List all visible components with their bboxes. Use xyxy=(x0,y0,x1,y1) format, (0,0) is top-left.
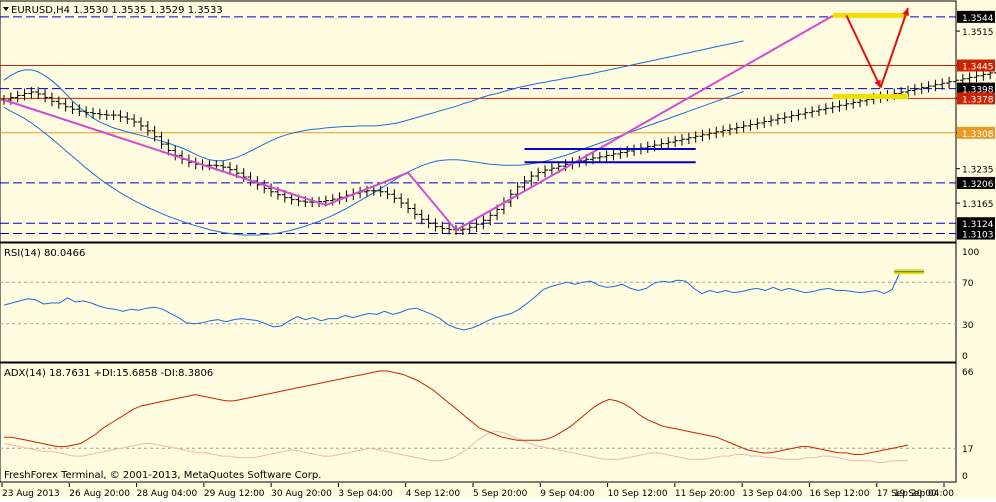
main-panel-frame xyxy=(0,0,957,243)
price-axis: 1.3515 1.3445 1.3378 1.3308 1.3235 1.3165 1.35… xyxy=(956,10,995,241)
time-tick-label: 26 Aug 20:00 xyxy=(69,489,130,498)
forecast-arrowhead xyxy=(902,8,909,16)
time-tick-label: 30 Aug 20:00 xyxy=(271,489,332,498)
price-tick-label: 1.3515 xyxy=(962,28,994,38)
trendline xyxy=(407,171,457,231)
trendline xyxy=(325,171,409,206)
time-tick-label: 9 Sep 04:00 xyxy=(540,489,595,498)
symbol-header: EURUSD,H4 1.3530 1.3535 1.3529 1.3533 xyxy=(11,5,223,16)
main-price-panel: 1.3515 1.3445 1.3378 1.3308 1.3235 1.3165 1.35… xyxy=(0,0,996,243)
time-tick-label: 5 Sep 20:00 xyxy=(473,489,528,498)
rsi-title: RSI(14) 80.0466 xyxy=(4,248,85,259)
price-level-box xyxy=(957,59,995,72)
adx-di-line xyxy=(3,430,908,463)
price-level-box xyxy=(957,176,995,189)
price-level-box xyxy=(957,82,995,95)
time-tick-label: 28 Aug 04:00 xyxy=(137,489,198,498)
price-level-label: 1.3103 xyxy=(962,231,994,241)
time-tick-label: 16 Sep 12:00 xyxy=(809,489,869,498)
collapse-arrow-icon[interactable] xyxy=(3,7,9,11)
price-level-box xyxy=(957,217,995,230)
price-level-label: 1.3308 xyxy=(962,130,994,140)
forecast-arrow xyxy=(845,14,882,89)
upper-band xyxy=(3,40,744,162)
rsi-panel: RSI(14) 80.0466 100 70 30 0 xyxy=(0,242,979,363)
adx-main-line xyxy=(4,370,909,455)
horizontal-levels xyxy=(0,16,956,235)
rsi-line xyxy=(3,271,908,331)
time-axis: 23 Aug 2013 26 Aug 20:00 28 Aug 04:00 29 Au… xyxy=(1,483,954,499)
rsi-tick-label: 70 xyxy=(962,279,974,289)
forecast-arrowhead xyxy=(874,79,881,88)
price-level-box xyxy=(957,92,995,105)
adx-panel-frame xyxy=(0,362,957,483)
forecast-arrow xyxy=(879,7,909,88)
price-level-box xyxy=(957,227,995,240)
price-level-box xyxy=(957,10,995,23)
price-tick-label: 1.3165 xyxy=(962,200,994,210)
time-tick-label: 17 Sep 20:00 xyxy=(877,489,937,498)
rsi-tick-label: 30 xyxy=(962,321,974,331)
price-level-label: 1.3124 xyxy=(962,220,994,230)
adx-title: ADX(14) 18.7631 +DI:15.6858 -DI:8.3806 xyxy=(4,368,213,379)
time-tick-label: 11 Sep 20:00 xyxy=(675,489,735,498)
price-level-label: 1.3398 xyxy=(962,86,994,96)
price-level-label: 1.3378 xyxy=(962,95,994,105)
adx-tick-label: 0 xyxy=(962,472,968,482)
price-tick-label: 1.3235 xyxy=(962,166,994,176)
chart-annotations xyxy=(3,7,909,231)
time-tick-label: 3 Sep 04:00 xyxy=(338,489,393,498)
trendline xyxy=(455,14,834,231)
price-level-box xyxy=(957,126,995,139)
time-tick-label: 29 Aug 12:00 xyxy=(204,489,265,498)
time-tick-label: 10 Sep 12:00 xyxy=(608,489,668,498)
rsi-content: 100 70 30 0 xyxy=(0,248,979,362)
adx-panel: ADX(14) 18.7631 +DI:15.6858 -DI:8.3806 6… xyxy=(0,362,974,483)
time-tick-label: 13 Sep 04:00 xyxy=(742,489,802,498)
rsi-panel-frame xyxy=(0,242,957,363)
copyright-text: FreshForex Terminal, © 2001-2013, MetaQu… xyxy=(4,470,321,481)
price-level-label: 1.3445 xyxy=(962,62,994,72)
adx-tick-label: 17 xyxy=(962,445,973,455)
trendline xyxy=(3,98,327,206)
price-level-label: 1.3544 xyxy=(962,14,994,24)
adx-content: 66 17 0 xyxy=(0,368,974,482)
rsi-tick-label: 0 xyxy=(962,352,968,362)
time-tick-label: 4 Sep 12:00 xyxy=(406,489,461,498)
price-level-label: 1.3206 xyxy=(962,180,994,190)
adx-tick-label: 66 xyxy=(962,368,974,378)
rsi-tick-label: 100 xyxy=(962,248,979,258)
time-tick-label: 19 Sep 04:00 xyxy=(894,489,954,498)
time-tick-label: 23 Aug 2013 xyxy=(2,489,60,498)
